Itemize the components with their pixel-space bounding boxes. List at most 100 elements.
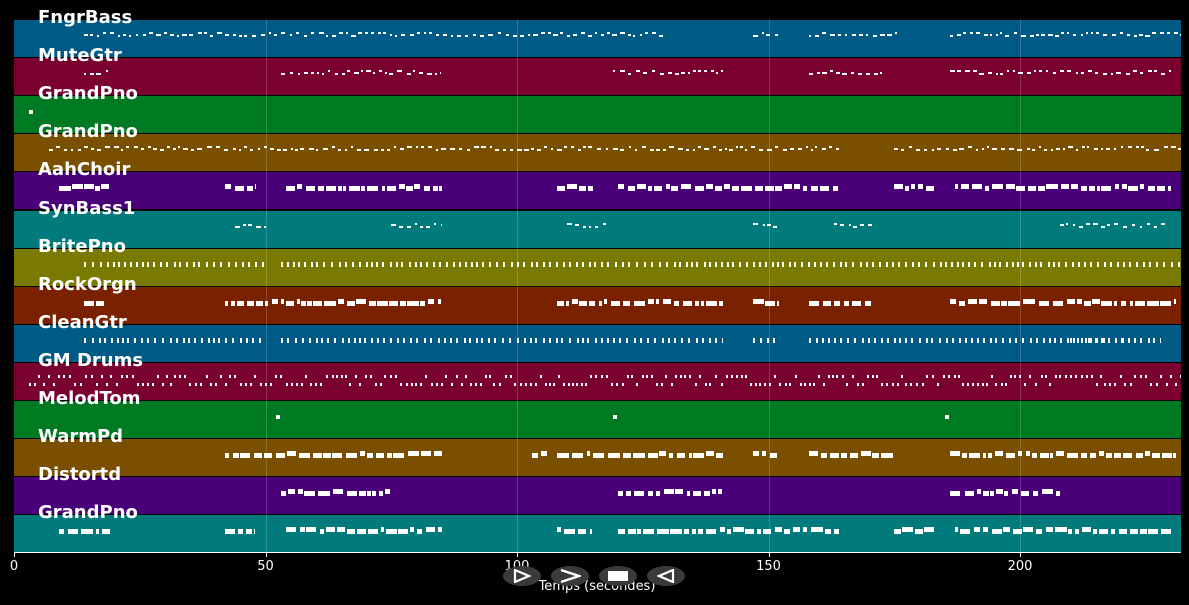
- note: [901, 374, 904, 378]
- note: [409, 33, 414, 36]
- note: [542, 337, 545, 343]
- note: [301, 300, 306, 306]
- note: [530, 261, 533, 267]
- note: [917, 184, 923, 190]
- note: [762, 224, 766, 226]
- x-tick-label: 0: [9, 559, 19, 574]
- note: [656, 298, 660, 304]
- forward-button[interactable]: [551, 566, 589, 586]
- note: [356, 298, 366, 304]
- note: [289, 71, 294, 74]
- note: [206, 146, 212, 149]
- note: [643, 261, 646, 267]
- note: [767, 337, 770, 343]
- note: [674, 374, 677, 378]
- note: [692, 70, 696, 73]
- note: [1128, 261, 1131, 267]
- note: [666, 261, 669, 267]
- note: [501, 337, 504, 343]
- play-outline-icon: [513, 569, 531, 583]
- reverse-button[interactable]: [647, 566, 685, 586]
- note: [1018, 71, 1023, 74]
- note: [346, 491, 357, 497]
- note: [1075, 149, 1079, 152]
- stop-button[interactable]: [599, 566, 637, 586]
- note: [604, 298, 608, 304]
- note: [470, 382, 472, 386]
- note: [1064, 261, 1067, 267]
- note: [1028, 261, 1031, 267]
- note: [304, 491, 316, 497]
- note: [1173, 298, 1176, 304]
- note: [420, 261, 422, 267]
- note: [535, 337, 538, 343]
- note: [836, 147, 839, 150]
- note: [99, 261, 102, 267]
- note: [942, 374, 945, 378]
- note: [403, 337, 406, 343]
- note: [628, 33, 631, 36]
- note: [622, 261, 625, 267]
- track-row: [14, 134, 1181, 172]
- note: [1067, 298, 1075, 304]
- note: [731, 261, 734, 267]
- note: [1032, 149, 1035, 152]
- note: [939, 261, 942, 267]
- note: [397, 70, 402, 73]
- note: [627, 73, 631, 76]
- note: [29, 382, 32, 386]
- note: [96, 300, 105, 306]
- note: [674, 73, 679, 76]
- note: [1026, 71, 1031, 74]
- note: [581, 261, 584, 267]
- note: [851, 300, 862, 306]
- note: [397, 529, 408, 535]
- note: [641, 374, 644, 378]
- note: [572, 382, 574, 386]
- note: [310, 382, 313, 386]
- note: [963, 32, 967, 34]
- note: [557, 453, 570, 459]
- note: [316, 261, 319, 267]
- note: [915, 149, 920, 152]
- note: [1160, 73, 1165, 76]
- note: [811, 186, 819, 192]
- note: [1050, 453, 1054, 459]
- note: [544, 382, 547, 386]
- note: [957, 33, 961, 36]
- note: [1154, 149, 1159, 152]
- note: [256, 225, 261, 228]
- note: [659, 451, 666, 457]
- note: [459, 147, 463, 150]
- note: [646, 374, 649, 378]
- note: [519, 382, 522, 386]
- note: [173, 261, 176, 267]
- note: [808, 35, 812, 37]
- note: [449, 337, 452, 343]
- note: [619, 337, 622, 343]
- note: [992, 147, 998, 150]
- note: [961, 453, 968, 459]
- note: [861, 382, 864, 386]
- note: [1090, 453, 1096, 459]
- note: [193, 337, 196, 343]
- note: [983, 33, 988, 36]
- note: [1101, 337, 1103, 343]
- note: [936, 382, 939, 386]
- note: [204, 32, 208, 34]
- note: [425, 225, 430, 228]
- note: [607, 32, 611, 34]
- note: [239, 382, 242, 386]
- note: [1094, 71, 1099, 74]
- note: [1080, 453, 1087, 459]
- note: [285, 527, 297, 533]
- note: [418, 71, 423, 74]
- note: [754, 382, 757, 386]
- note: [1018, 451, 1023, 457]
- note: [671, 186, 678, 192]
- note: [649, 149, 654, 152]
- note: [371, 491, 377, 497]
- play-once-button[interactable]: [503, 566, 541, 586]
- note: [333, 337, 336, 343]
- note: [84, 33, 88, 36]
